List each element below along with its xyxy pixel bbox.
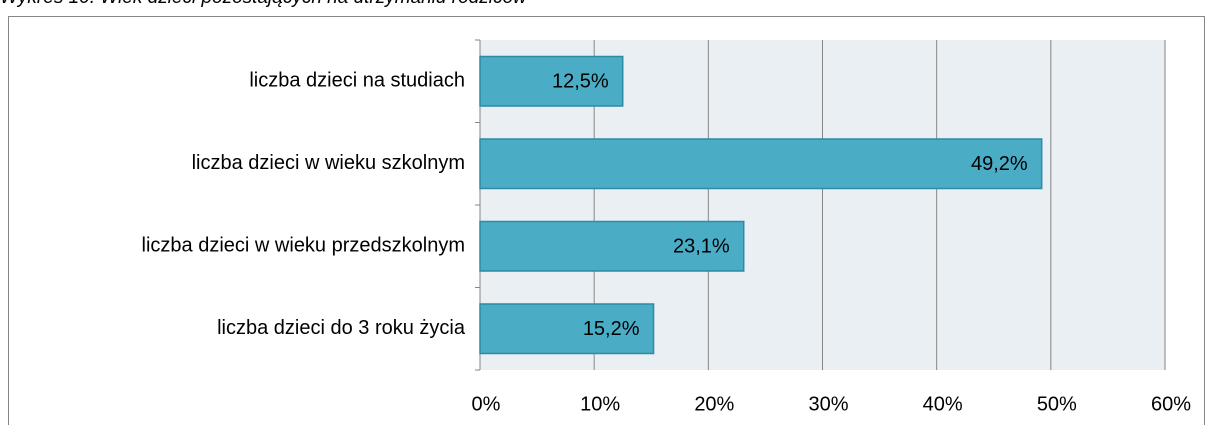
x-tick-label: 20%: [694, 393, 734, 415]
bar: [479, 55, 624, 107]
x-tick-label: 40%: [923, 393, 963, 415]
y-tick-label: liczba dzieci na studiach: [249, 70, 465, 92]
chart-title: Wykres 10. Wiek dzieci pozostających na …: [0, 0, 528, 8]
data-label: 15,2%: [583, 318, 640, 340]
x-tick-label: 30%: [808, 393, 848, 415]
x-tick-label: 60%: [1151, 393, 1191, 415]
bar: [479, 303, 655, 355]
data-label: 12,5%: [552, 71, 609, 93]
y-tick-label: liczba dzieci w wieku szkolnym: [192, 152, 465, 174]
y-tick-label: liczba dzieci w wieku przedszkolnym: [142, 235, 465, 257]
x-tick-label: 0%: [472, 393, 501, 415]
data-label: 49,2%: [971, 153, 1028, 175]
bar: [479, 220, 745, 272]
x-tick-label: 50%: [1037, 393, 1077, 415]
y-tick-label: liczba dzieci do 3 roku życia: [217, 317, 466, 339]
data-label: 23,1%: [673, 236, 730, 258]
x-tick-label: 10%: [580, 393, 620, 415]
bar: [479, 138, 1043, 190]
